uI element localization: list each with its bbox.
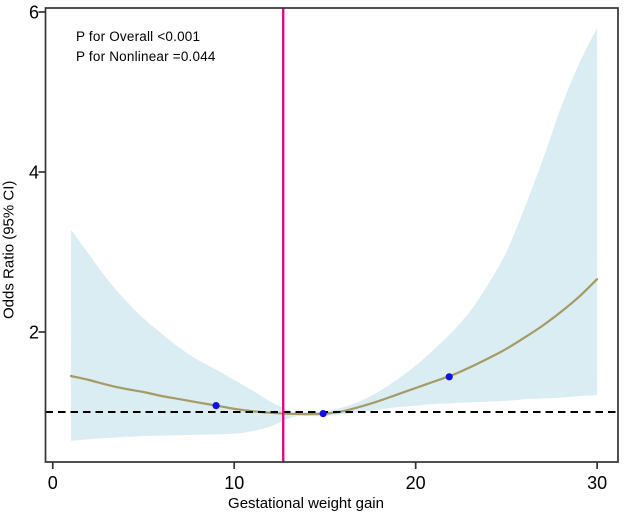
p-value-annotations: P for Overall <0.001 P for Nonlinear =0.… <box>76 27 216 67</box>
p-nonlinear-text: P for Nonlinear =0.044 <box>76 49 216 64</box>
y-axis-title: Odds Ratio (95% CI) <box>0 180 18 320</box>
plot-frame <box>44 7 619 463</box>
x-tick-label: 10 <box>224 473 244 493</box>
confidence-band <box>70 28 598 441</box>
p-overall-text: P for Overall <0.001 <box>76 29 201 44</box>
x-tick-label: 30 <box>587 473 607 493</box>
x-tick-label: 0 <box>48 473 58 493</box>
knot-point <box>319 410 327 418</box>
x-tick-label: 20 <box>406 473 426 493</box>
x-axis-title: Gestational weight gain <box>228 495 384 512</box>
y-tick-label: 6 <box>29 3 39 23</box>
knot-point <box>445 373 453 381</box>
y-tick-label: 4 <box>29 163 39 183</box>
y-tick-label: 2 <box>29 323 39 343</box>
knot-point <box>212 402 220 410</box>
